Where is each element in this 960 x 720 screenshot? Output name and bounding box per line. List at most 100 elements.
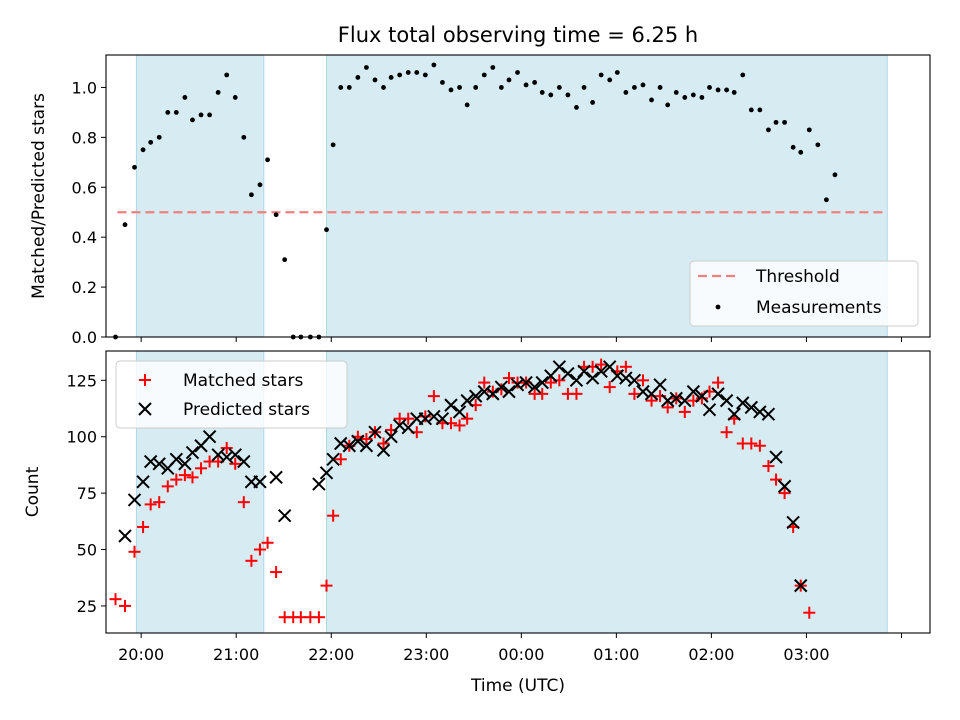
y-tick-label: 0.8 — [72, 128, 97, 147]
predicted-star-markers — [118, 360, 808, 593]
matched-star-marker — [770, 473, 783, 486]
predicted-star-marker — [727, 407, 741, 421]
measurement-point — [715, 87, 721, 93]
top-panel: 0.0 0.2 0.4 0.6 0.8 1.0 Matched/Predicted sta… — [29, 54, 931, 347]
measurement-point — [607, 77, 613, 83]
matched-star-marker — [636, 374, 649, 387]
marker-stroke — [761, 407, 776, 421]
matched-star-marker — [544, 376, 557, 389]
marker-stroke — [178, 457, 192, 471]
predicted-star-marker — [376, 443, 391, 457]
predicted-star-marker — [351, 434, 365, 448]
marker-stroke — [219, 450, 234, 464]
legend-predicted-swatch — [138, 402, 152, 416]
predicted-star-marker — [384, 430, 398, 444]
predicted-star-marker — [594, 364, 608, 379]
measurement-point — [490, 65, 496, 70]
measurement-point — [832, 172, 838, 178]
matched-star-marker — [502, 372, 515, 385]
matched-star-marker — [753, 439, 766, 452]
predicted-star-marker — [561, 366, 575, 381]
predicted-star-marker — [435, 411, 450, 426]
y-tick-label: 1.0 — [72, 78, 97, 97]
marker-stroke — [719, 393, 734, 408]
marker-stroke — [376, 443, 391, 457]
measurement-point — [198, 112, 204, 118]
x-tick-label: 20:00 — [118, 645, 164, 664]
matched-star-marker — [320, 579, 333, 592]
measurement-point — [640, 82, 646, 88]
marker-stroke — [577, 364, 591, 379]
predicted-star-marker — [152, 457, 166, 471]
predicted-star-marker — [686, 384, 701, 399]
predicted-star-marker — [136, 475, 150, 489]
marker-stroke — [769, 450, 783, 464]
matched-star-marker — [720, 426, 733, 439]
marker-stroke — [392, 418, 407, 433]
predicted-star-marker — [392, 418, 407, 433]
measurement-point — [581, 85, 587, 90]
marker-stroke — [138, 402, 152, 416]
predicted-star-marker — [577, 364, 591, 379]
predicted-star-marker — [569, 373, 584, 388]
measurement-point — [381, 85, 386, 90]
top-y-ticks: 0.0 0.2 0.4 0.6 0.8 1.0 — [72, 78, 106, 347]
marker-stroke — [585, 371, 600, 385]
bottom-y-axis-label: Count — [23, 466, 43, 517]
marker-stroke — [561, 366, 575, 381]
measurement-point — [448, 87, 454, 93]
predicted-star-marker — [502, 384, 516, 399]
marker-stroke — [418, 411, 433, 426]
measurement-point — [682, 95, 688, 100]
predicted-star-marker — [219, 450, 234, 464]
measurement-point — [165, 109, 171, 115]
marker-stroke — [660, 393, 675, 408]
matched-star-marker — [595, 358, 608, 371]
matched-star-marker — [712, 376, 725, 389]
y-tick-label: 0.2 — [72, 278, 97, 297]
marker-stroke — [326, 452, 340, 466]
predicted-star-marker — [185, 445, 200, 460]
marker-stroke — [727, 407, 741, 421]
predicted-star-marker — [527, 380, 542, 394]
predicted-star-marker — [552, 360, 567, 374]
predicted-star-marker — [228, 448, 242, 462]
measurement-point — [215, 90, 221, 95]
marker-stroke — [510, 378, 525, 392]
predicted-star-marker — [585, 371, 600, 385]
measurement-point — [773, 119, 779, 125]
measurement-point — [515, 70, 520, 75]
marker-stroke — [711, 387, 725, 401]
matched-star-marker — [261, 536, 274, 549]
top-x-ticks — [140, 337, 902, 342]
predicted-star-marker — [460, 393, 474, 408]
predicted-star-marker — [610, 369, 625, 383]
predicted-star-marker — [719, 393, 734, 408]
matched-star-marker — [128, 545, 141, 558]
marker-stroke — [636, 384, 650, 399]
marker-stroke — [452, 405, 467, 419]
measurement-point — [824, 197, 829, 203]
matched-star-marker — [178, 469, 191, 482]
predicted-star-marker — [138, 402, 152, 416]
legend-predicted-label: Predicted stars — [183, 400, 310, 420]
top-legend-box — [689, 260, 919, 327]
matched-star-marker — [245, 554, 258, 567]
matched-star-marker — [427, 390, 440, 403]
matched-star-marker — [139, 374, 151, 386]
measurement-point — [731, 90, 737, 95]
marker-stroke — [603, 360, 617, 374]
predicted-star-marker — [695, 389, 709, 403]
legend-threshold-label: Threshold — [755, 267, 840, 287]
measurement-point — [673, 90, 679, 95]
measurement-point — [598, 72, 604, 78]
measurement-point — [122, 222, 128, 228]
x-tick-label: 21:00 — [213, 645, 259, 664]
y-tick-label: 125 — [66, 371, 97, 390]
marker-stroke — [169, 452, 184, 466]
marker-stroke — [334, 436, 348, 451]
marker-stroke — [702, 402, 717, 417]
measurement-point — [431, 62, 437, 68]
predicted-star-marker — [627, 373, 642, 388]
measurement-point — [224, 72, 230, 78]
